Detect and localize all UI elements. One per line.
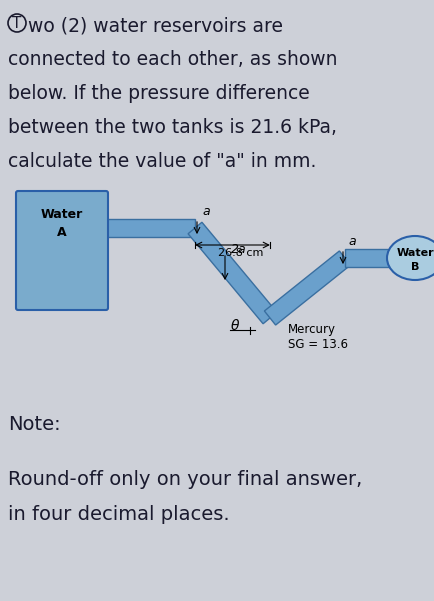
- Ellipse shape: [387, 236, 434, 280]
- Text: Water: Water: [41, 209, 83, 222]
- Text: wo (2) water reservoirs are: wo (2) water reservoirs are: [28, 16, 283, 35]
- Text: Round-off only on your final answer,: Round-off only on your final answer,: [8, 470, 362, 489]
- Text: calculate the value of "a" in mm.: calculate the value of "a" in mm.: [8, 152, 316, 171]
- Text: T: T: [12, 16, 22, 31]
- Polygon shape: [188, 222, 277, 324]
- Text: Mercury: Mercury: [288, 323, 336, 336]
- Text: Water: Water: [396, 248, 434, 258]
- Text: a: a: [348, 235, 355, 248]
- Text: in four decimal places.: in four decimal places.: [8, 505, 230, 524]
- Text: θ: θ: [231, 319, 239, 333]
- Text: SG = 13.6: SG = 13.6: [288, 338, 348, 351]
- Text: a: a: [202, 205, 210, 218]
- Text: Note:: Note:: [8, 415, 61, 434]
- Polygon shape: [105, 219, 195, 237]
- Polygon shape: [264, 251, 351, 325]
- FancyBboxPatch shape: [16, 191, 108, 310]
- Text: below. If the pressure difference: below. If the pressure difference: [8, 84, 310, 103]
- Text: A: A: [57, 227, 67, 240]
- Text: 2a: 2a: [231, 243, 247, 256]
- Text: connected to each other, as shown: connected to each other, as shown: [8, 50, 338, 69]
- Text: 26.8 cm: 26.8 cm: [217, 248, 263, 258]
- Text: B: B: [411, 262, 419, 272]
- Text: between the two tanks is 21.6 kPa,: between the two tanks is 21.6 kPa,: [8, 118, 337, 137]
- Polygon shape: [345, 249, 395, 267]
